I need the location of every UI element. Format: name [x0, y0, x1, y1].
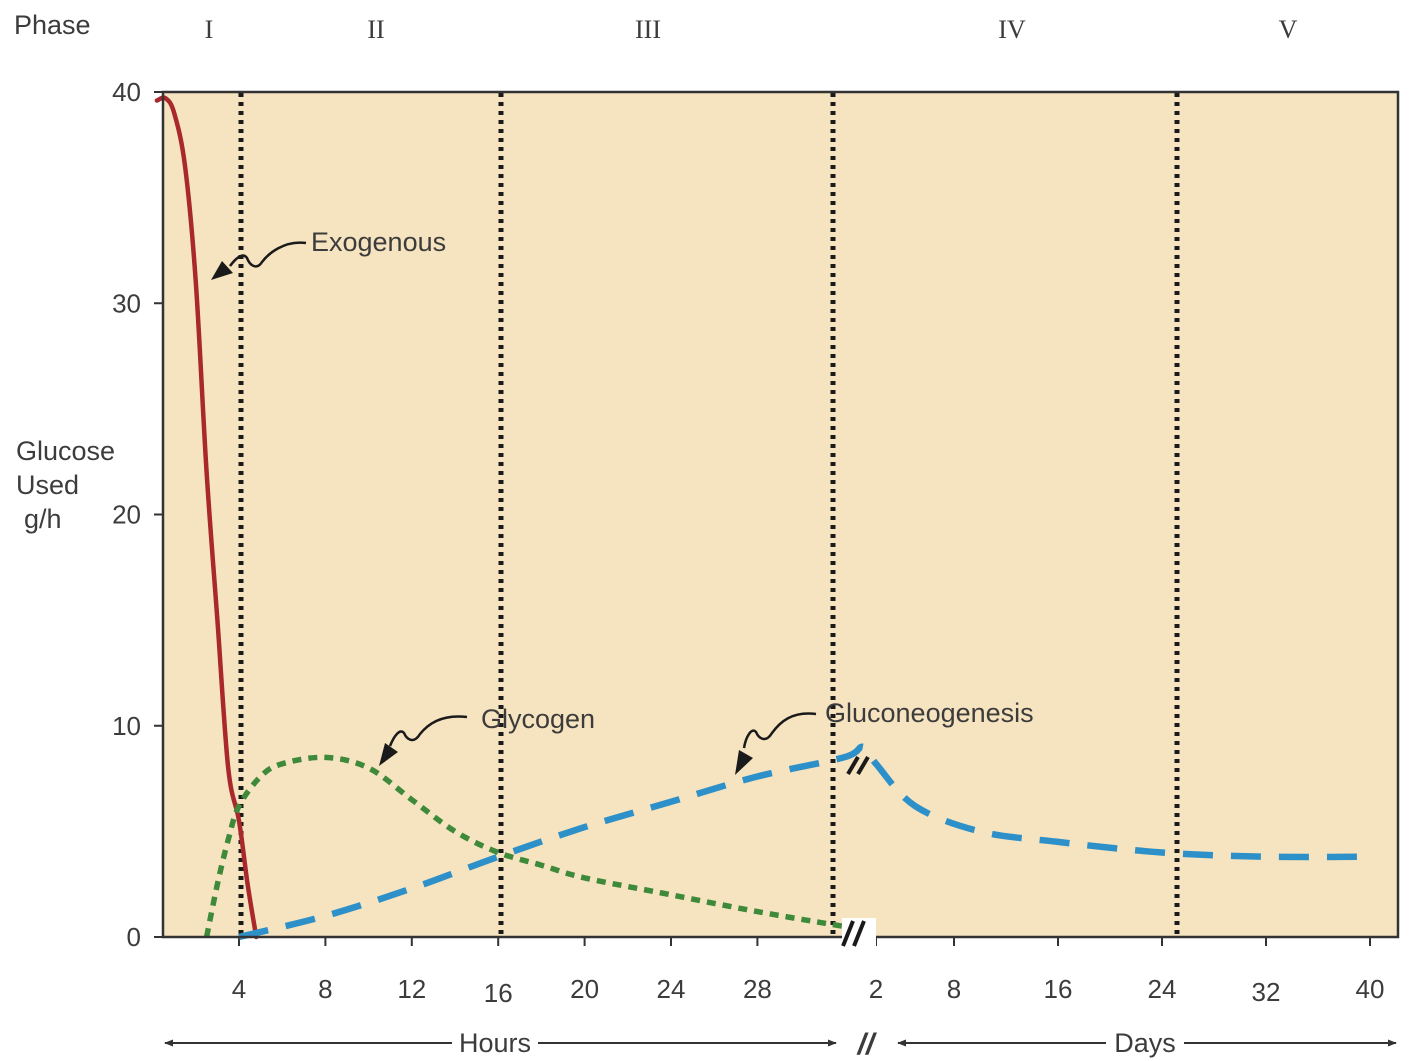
y-axis: 0 10 20 30 40 [112, 77, 163, 952]
gluconeogenesis-arrowhead [735, 750, 753, 775]
x-tick-label: 32 [1252, 977, 1281, 1007]
hours-label: Hours [459, 1028, 531, 1058]
x-tick-label: 4 [232, 974, 246, 1004]
axis-break-bottom [841, 918, 876, 948]
y-tick-label: 20 [112, 500, 141, 530]
x-tick-label: 16 [484, 978, 513, 1008]
phase-label: Phase [14, 10, 91, 40]
y-axis-label-line-2: Used [16, 470, 79, 500]
x-tick-label: 28 [743, 974, 772, 1004]
exogenous-arrowhead [211, 261, 233, 280]
glycogen-label: Glycogen [481, 704, 595, 734]
gluconeogenesis-label: Gluconeogenesis [825, 698, 1034, 728]
gluconeogenesis-arrow [742, 712, 817, 749]
gluconeogenesis-series-line [238, 743, 1371, 941]
axis-break-label: // [856, 1028, 877, 1061]
x-axis: 4 8 12 16 20 24 28 2 8 16 24 32 40 [232, 937, 1385, 1008]
y-tick-label: 0 [127, 922, 141, 952]
exogenous-arrow [229, 241, 307, 268]
phase-names: I II III IV V [205, 15, 1298, 44]
glycogen-arrowhead [379, 743, 398, 766]
phase-i: I [205, 15, 214, 44]
plot-frame [161, 90, 1400, 939]
days-span: Days [897, 1028, 1397, 1058]
exogenous-label: Exogenous [311, 227, 446, 257]
phase-boundaries [238, 93, 1180, 936]
x-tick-label: 8 [318, 974, 332, 1004]
x-tick-label: 20 [570, 974, 599, 1004]
y-axis-label-line-1: Glucose [16, 436, 115, 466]
x-tick-label: 8 [947, 974, 961, 1004]
phase-ii: II [367, 15, 384, 44]
hours-span: Hours [164, 1028, 837, 1058]
x-tick-label: 24 [1148, 974, 1177, 1004]
y-tick-label: 10 [112, 711, 141, 741]
phase-iv: IV [998, 15, 1026, 44]
y-axis-label-line-3: g/h [24, 504, 62, 534]
phase-iii: III [635, 15, 661, 44]
x-tick-label: 16 [1044, 974, 1073, 1004]
glycogen-arrow [388, 715, 468, 747]
phase-v: V [1279, 15, 1298, 44]
x-tick-label: 12 [397, 974, 426, 1004]
x-tick-label: 40 [1356, 974, 1385, 1004]
plot-area [163, 92, 1398, 937]
days-label: Days [1114, 1028, 1176, 1058]
axis-break-top [846, 755, 870, 776]
x-tick-label: 24 [657, 974, 686, 1004]
exogenous-series-line [154, 95, 259, 940]
y-tick-label: 30 [112, 288, 141, 318]
y-tick-label: 40 [112, 77, 141, 107]
series-layer [154, 95, 1371, 941]
glycogen-series-line [203, 754, 845, 938]
x-tick-label: 2 [869, 974, 883, 1004]
